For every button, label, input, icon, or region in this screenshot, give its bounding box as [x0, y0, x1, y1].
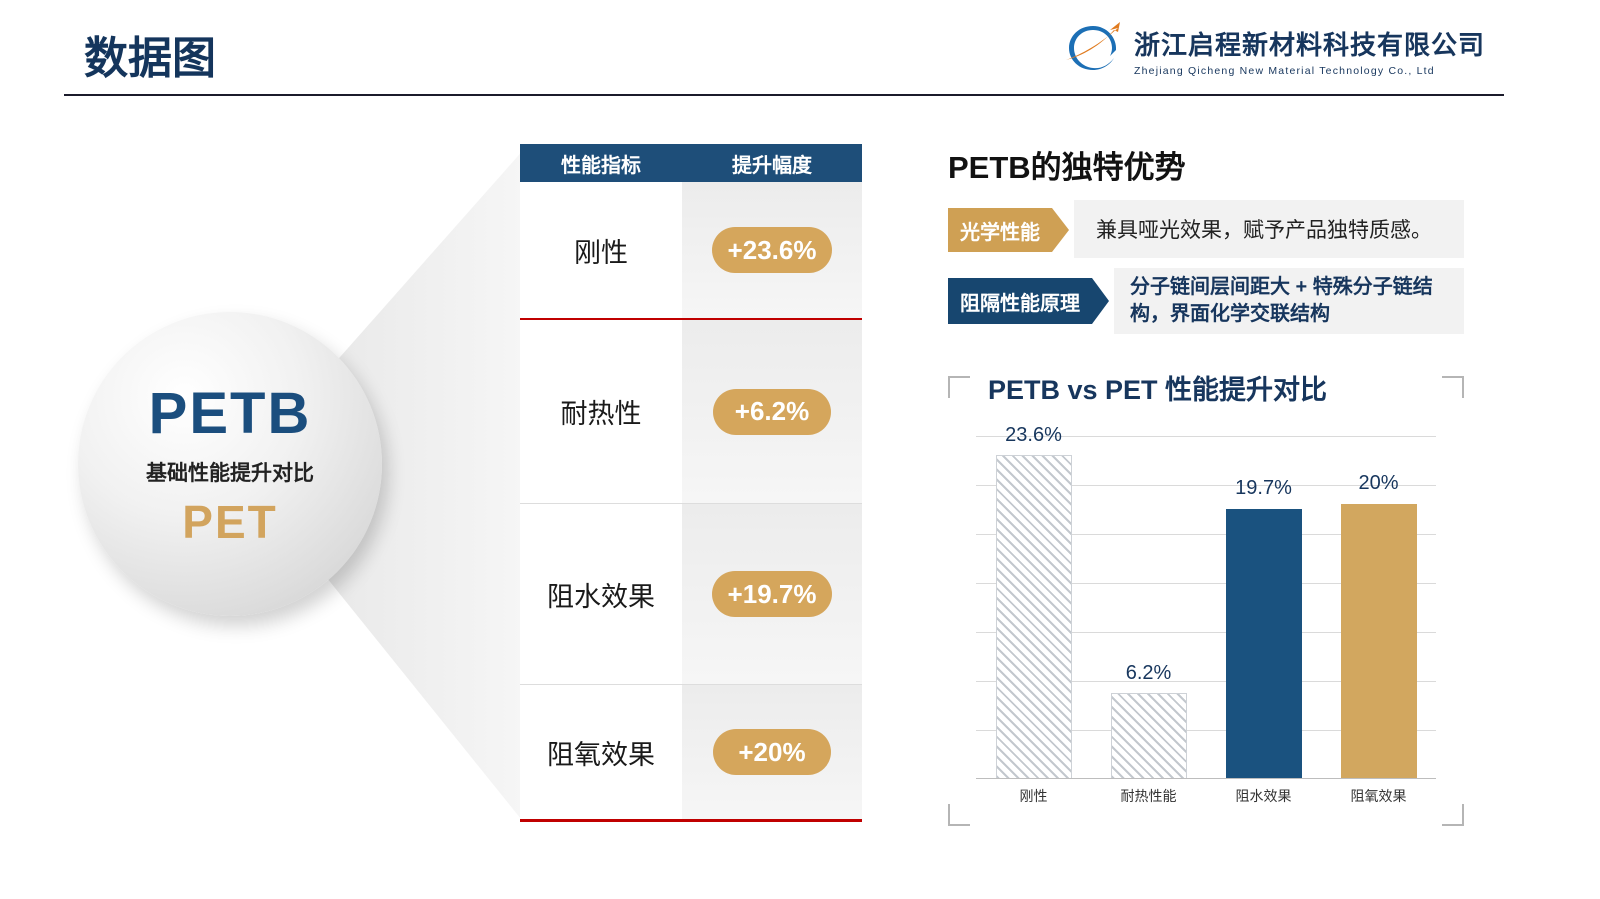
bar: 23.6%: [995, 424, 1072, 778]
bar: 19.7%: [1225, 477, 1302, 778]
metric-value-cell: +6.2%: [682, 320, 862, 503]
comparison-chart: PETB vs PET 性能提升对比 23.6% 刚性 6.2% 耐热性能 19.7% 阻…: [948, 368, 1464, 826]
metric-value-cell: +19.7%: [682, 504, 862, 684]
table-row: 阻氧效果 +20%: [520, 685, 862, 822]
optical-performance-tag: 光学性能: [948, 208, 1069, 252]
barrier-principle-tag: 阻隔性能原理: [948, 278, 1109, 324]
bar-category-label: 耐热性能: [1120, 788, 1177, 804]
page-title: 数据图: [84, 34, 216, 83]
value-badge: +6.2%: [713, 388, 831, 435]
logo-swoosh-icon: [1062, 20, 1124, 81]
bar-value-label: 19.7%: [1235, 476, 1292, 499]
petb-sphere: PETB 基础性能提升对比 PET: [78, 312, 382, 616]
frame-corner: [948, 804, 970, 826]
company-name-cn: 浙江启程新材料科技有限公司: [1134, 29, 1486, 60]
bar-category-label: 刚性: [1019, 788, 1048, 804]
value-badge: +19.7%: [711, 571, 833, 617]
metric-value-cell: +23.6%: [682, 182, 862, 318]
advantages-title: PETB的独特优势: [948, 150, 1186, 185]
metric-label: 刚性: [520, 182, 682, 318]
table-row: 阻水效果 +19.7%: [520, 504, 862, 685]
sphere-baseline-label: PET: [182, 495, 278, 548]
table-header-improvement: 提升幅度: [732, 154, 812, 177]
header-divider: [64, 94, 1504, 96]
sphere-caption: 基础性能提升对比: [146, 461, 314, 485]
metric-value-cell: +20%: [682, 685, 862, 819]
table-header-metric: 性能指标: [561, 154, 641, 177]
frame-corner: [948, 376, 970, 398]
bar-value-label: 23.6%: [1005, 424, 1062, 447]
funnel-connector: [240, 148, 525, 824]
value-badge: +23.6%: [711, 227, 833, 273]
bar-value-label: 20%: [1358, 472, 1399, 495]
table-row: 耐热性 +6.2%: [520, 320, 862, 504]
bar-category-label: 阻氧效果: [1350, 788, 1407, 804]
metric-label: 阻水效果: [520, 504, 682, 684]
sphere-product-label: PETB: [148, 380, 312, 446]
bar: 20%: [1340, 472, 1417, 778]
optical-performance-text: 兼具哑光效果，赋予产品独特质感。: [1074, 200, 1464, 258]
metric-label: 耐热性: [520, 320, 682, 503]
bar-value-label: 6.2%: [1125, 662, 1172, 685]
table-header-row: 性能指标 提升幅度: [520, 144, 862, 182]
bar-category-label: 阻水效果: [1235, 788, 1292, 804]
frame-corner: [1442, 376, 1464, 398]
bar-group: 6.2% 耐热性能: [1091, 436, 1206, 804]
value-badge: +20%: [713, 729, 831, 775]
chart-title: PETB vs PET 性能提升对比: [988, 375, 1328, 405]
bar-plot: 23.6% 刚性 6.2% 耐热性能 19.7% 阻水效果 20% 阻氧效果: [976, 424, 1436, 804]
barrier-principle-text: 分子链间层间距大 + 特殊分子链结构，界面化学交联结构: [1114, 268, 1464, 334]
bar-group: 23.6% 刚性: [976, 424, 1091, 804]
company-name-en: Zhejiang Qicheng New Material Technology…: [1134, 64, 1435, 77]
bar-group: 20% 阻氧效果: [1321, 436, 1436, 804]
bar-group: 19.7% 阻水效果: [1206, 436, 1321, 804]
bar: 6.2%: [1110, 662, 1187, 778]
frame-corner: [1442, 804, 1464, 826]
table-row: 刚性 +23.6%: [520, 182, 862, 320]
company-logo: 浙江启程新材料科技有限公司 Zhejiang Qicheng New Mater…: [1062, 20, 1485, 81]
performance-table: 性能指标 提升幅度 刚性 +23.6% 耐热性 +6.2% 阻水效果 +19.7…: [520, 144, 862, 826]
metric-label: 阻氧效果: [520, 685, 682, 819]
